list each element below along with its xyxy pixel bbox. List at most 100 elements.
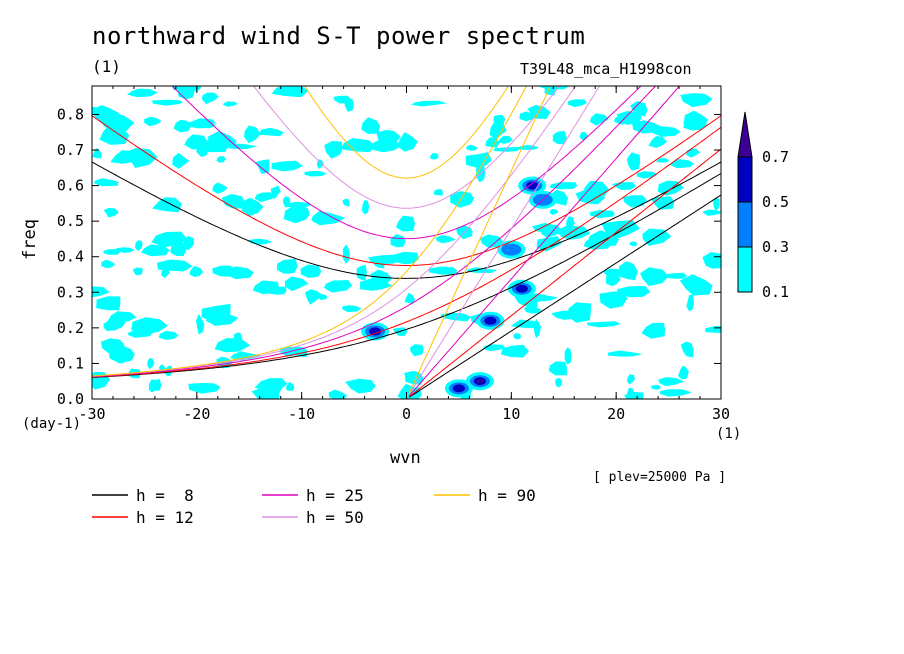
power-patch [214,338,251,353]
power-patch [489,120,507,140]
y-tick-label: 0.3 [57,283,84,301]
legend-label: h = 12 [136,508,194,527]
power-patch [255,159,270,174]
power-patch [466,144,478,151]
power-patch [369,327,382,336]
dispersion-curve [92,161,721,279]
power-patch [465,152,492,168]
colorbar-extend-triangle [737,111,753,158]
power-patch [683,110,708,128]
power-patch [216,156,226,163]
power-patch [345,378,376,394]
power-patch [241,197,264,216]
power-patch [484,316,497,325]
power-patch [223,101,238,107]
power-patch [640,267,669,287]
power-patch [161,269,170,278]
power-patch [515,284,528,293]
power-patch [276,258,298,274]
colorbar-segment [737,156,753,203]
power-patch [152,197,182,213]
colorbar-segment [737,201,753,248]
power-patch [648,136,668,148]
power-patch [324,280,353,293]
power-patch [567,99,587,108]
power-patch [361,199,370,215]
power-patch [134,327,146,336]
dispersion-curve [408,194,721,398]
power-patch [686,294,694,312]
power-patch [397,132,418,152]
legend: h = 8 h = 12 h = 25 h = 50 h = 90 [92,486,536,527]
power-patch [282,196,291,208]
y-tick-label: 0.0 [57,390,84,408]
power-patch [124,148,158,168]
power-patch [579,131,588,140]
power-patch [148,379,157,393]
legend-label: h = 90 [478,486,536,505]
power-patch [157,259,193,272]
x-axis-label: wvn [390,448,421,468]
power-patch [617,286,651,298]
colorbar-label: 0.1 [762,283,789,301]
power-patch [549,182,578,190]
power-patch [152,99,184,106]
power-patch [304,170,327,177]
dispersion-curve [408,86,551,394]
power-patch [624,391,644,399]
power-patch [305,289,324,305]
dispersion-curve [92,86,528,377]
power-patch [96,296,121,311]
power-patch [497,135,513,144]
legend-label: h = 25 [306,486,364,505]
power-patch [92,371,110,390]
power-patch [360,278,393,291]
power-patch [94,178,119,187]
y-axis-ticks: 0.0 0.1 0.2 0.3 0.4 0.5 0.6 0.7 0.8 [57,105,721,408]
power-patch [342,198,350,207]
power-patch [390,234,406,248]
power-patch [702,252,721,269]
power-patch [230,351,263,361]
dispersion-curve [92,86,657,378]
power-patch [652,126,681,137]
power-patch [404,370,424,385]
power-patch [409,344,424,357]
y-tick-label: 0.5 [57,212,84,230]
power-patch [147,357,155,370]
dispersion-curve [92,173,721,378]
power-patch [534,318,541,339]
dispersion-curves [92,86,721,398]
y-tick-label: 0.6 [57,177,84,195]
power-patch [618,261,638,281]
power-patch [641,322,666,339]
power-patch [705,325,721,333]
colorbar: 0.1 0.3 0.5 0.7 [737,111,789,301]
power-patch [476,379,483,384]
power-patch [605,273,621,286]
power-patch [395,215,415,232]
power-patch [342,244,350,264]
power-patch [669,159,694,169]
power-patch [244,125,261,144]
power-patch [132,267,143,276]
power-patch [659,389,692,397]
power-patch [586,321,621,328]
dispersion-curve [252,86,561,209]
power-patch [589,113,609,126]
power-patch [551,310,580,320]
power-patch [651,384,661,390]
power-patch [680,341,694,358]
power-contour-fill [92,86,721,399]
power-patch [141,244,170,257]
power-patch [259,127,284,137]
power-patch [523,305,542,314]
power-patch [103,207,119,218]
power-patch [662,272,687,279]
power-patch [270,185,281,200]
legend-label: h = 8 [136,486,194,505]
power-patch [127,88,158,98]
power-patch [103,249,121,255]
power-patch [271,160,303,172]
power-patch [99,123,130,145]
